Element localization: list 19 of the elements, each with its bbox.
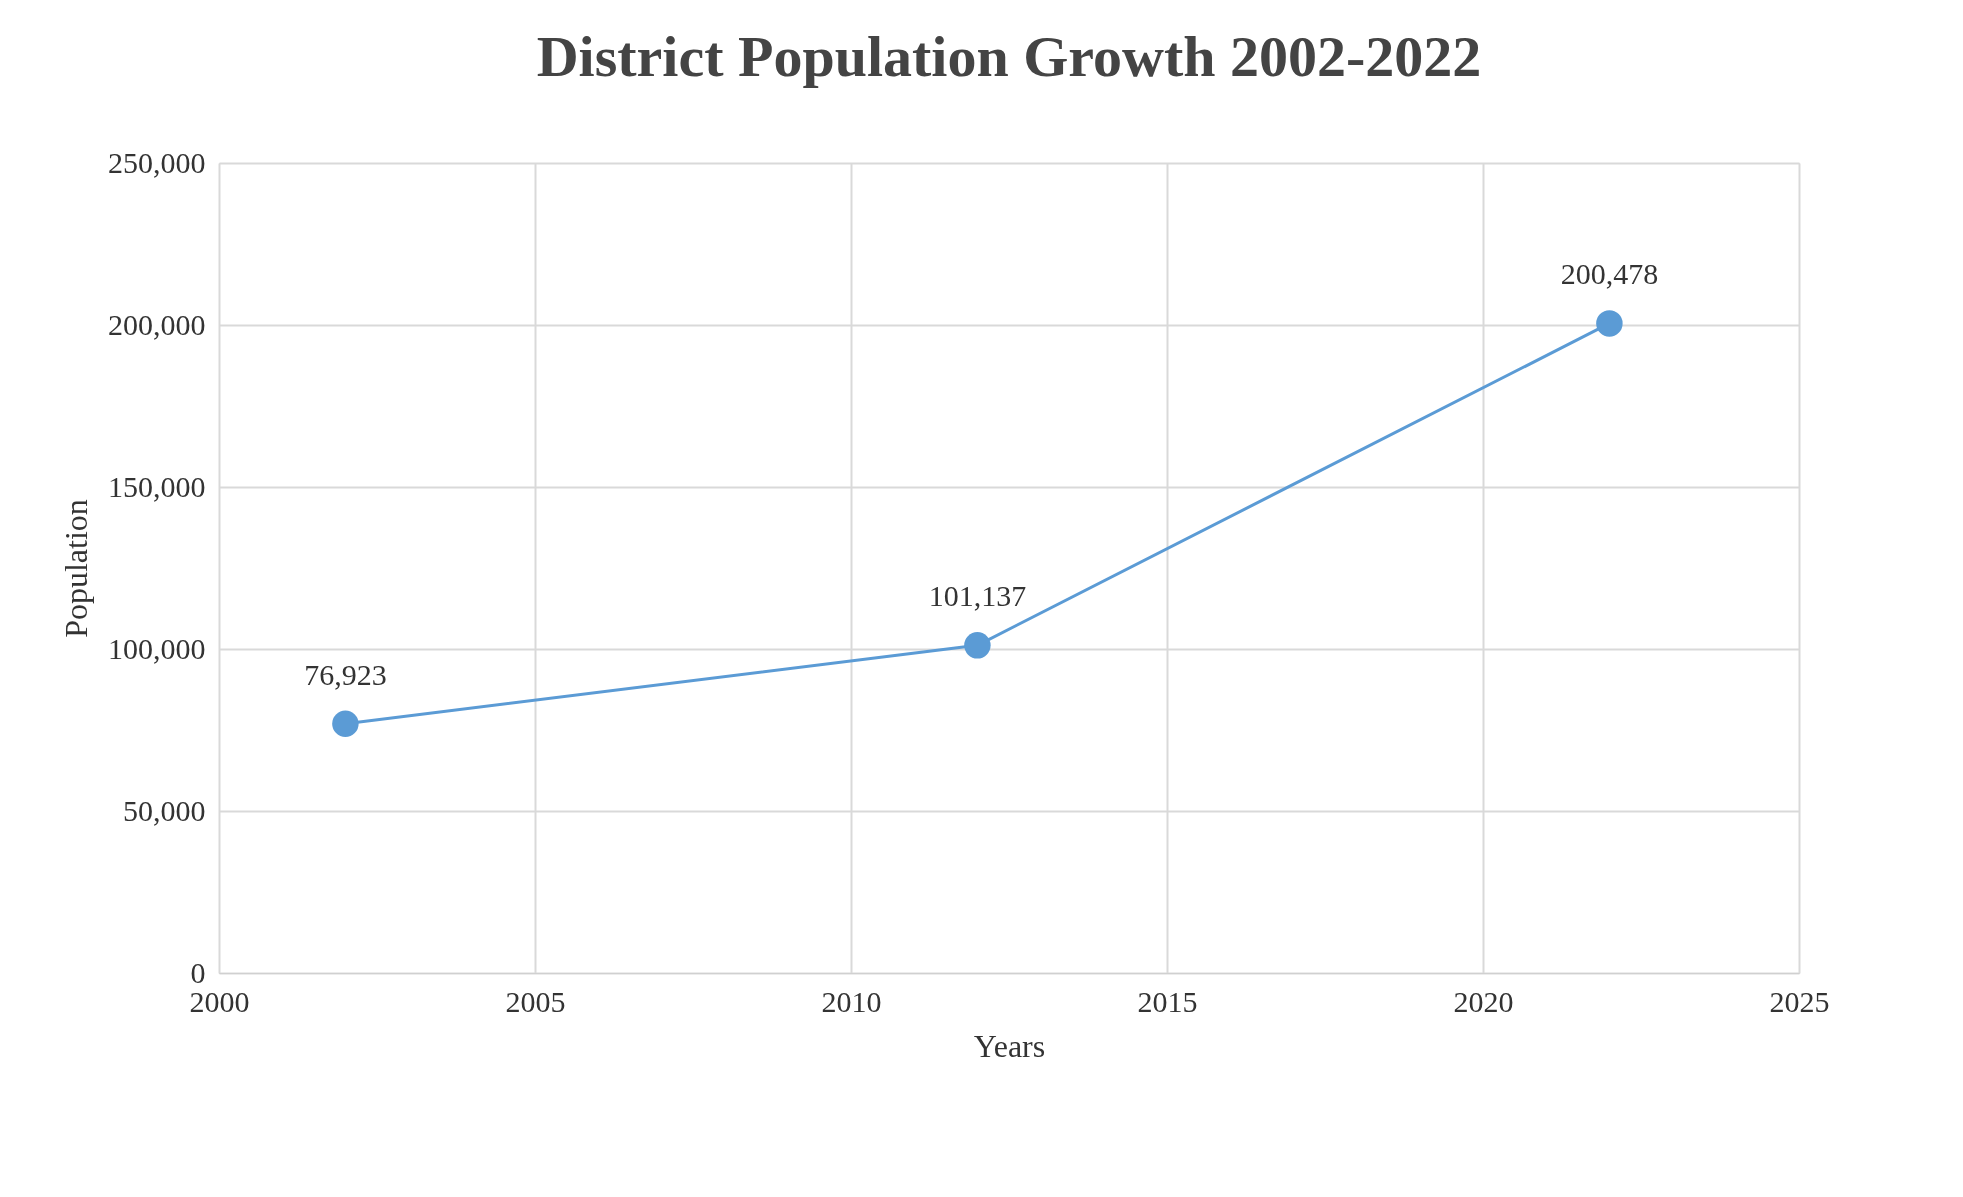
x-axis-title: Years: [973, 1027, 1046, 1064]
data-label: 101,137: [928, 579, 1027, 613]
chart-title: District Population Growth 2002-2022: [536, 24, 1482, 89]
y-tick-label: 100,000: [108, 631, 206, 665]
y-axis-title: Population: [58, 499, 94, 638]
point: [964, 632, 991, 659]
y-tick-label: 200,000: [108, 307, 206, 341]
y-tick-label: 250,000: [108, 145, 206, 179]
y-tick-label: 50,000: [123, 793, 206, 827]
x-tick-label: 2010: [821, 984, 882, 1018]
y-tick-label: 150,000: [108, 469, 206, 503]
point: [1596, 310, 1623, 337]
x-tick-label: 2005: [505, 984, 566, 1018]
x-tick-label: 2025: [1769, 984, 1830, 1018]
data-label: 76,923: [304, 657, 387, 691]
x-tick-label: 2020: [1453, 984, 1514, 1018]
data-label: 200,478: [1560, 257, 1659, 291]
point: [332, 710, 359, 737]
x-tick-label: 2015: [1137, 984, 1198, 1018]
